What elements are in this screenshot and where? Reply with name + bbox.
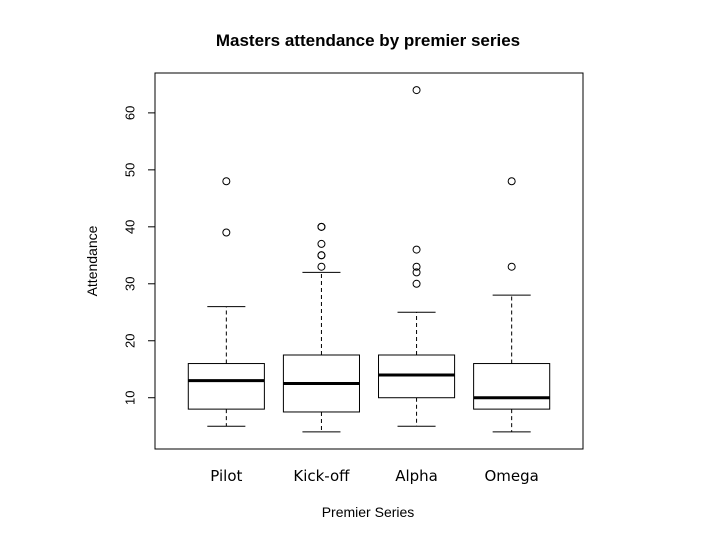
outlier-point — [222, 177, 231, 186]
x-category-label: Alpha — [395, 467, 438, 485]
box-omega: Omega — [473, 177, 551, 485]
y-tick-label: 40 — [122, 220, 137, 234]
outlier-point — [507, 177, 516, 186]
box-series: Pilot Kick-off Alpha Omega — [187, 86, 551, 485]
chart-title: Masters attendance by premier series — [216, 31, 520, 50]
y-axis: 10 20 30 40 50 60 — [122, 106, 156, 405]
outlier-point — [317, 222, 326, 231]
outlier-point — [317, 251, 326, 260]
y-tick-label: 20 — [122, 334, 137, 348]
outlier-point — [222, 228, 231, 237]
box-alpha: Alpha — [378, 86, 456, 485]
y-tick-label: 30 — [122, 277, 137, 291]
y-tick-label: 10 — [122, 390, 137, 404]
x-category-label: Pilot — [210, 467, 242, 485]
y-axis-label: Attendance — [84, 225, 100, 296]
box-iqr — [187, 363, 265, 410]
box-kick-off: Kick-off — [282, 222, 360, 485]
outlier-point — [412, 279, 421, 288]
outlier-point — [412, 262, 421, 271]
plot-frame — [154, 72, 584, 450]
box-iqr — [473, 363, 551, 410]
y-tick-label: 60 — [122, 106, 137, 120]
y-tick-label: 50 — [122, 163, 137, 177]
outlier-point — [317, 262, 326, 271]
outlier-point — [412, 268, 421, 277]
outlier-point — [507, 262, 516, 271]
x-category-label: Omega — [484, 467, 538, 485]
x-axis-label: Premier Series — [322, 504, 415, 520]
outlier-point — [412, 86, 421, 95]
x-category-label: Kick-off — [293, 467, 350, 485]
outlier-point — [412, 245, 421, 254]
outlier-point — [317, 239, 326, 248]
box-pilot: Pilot — [187, 177, 265, 485]
